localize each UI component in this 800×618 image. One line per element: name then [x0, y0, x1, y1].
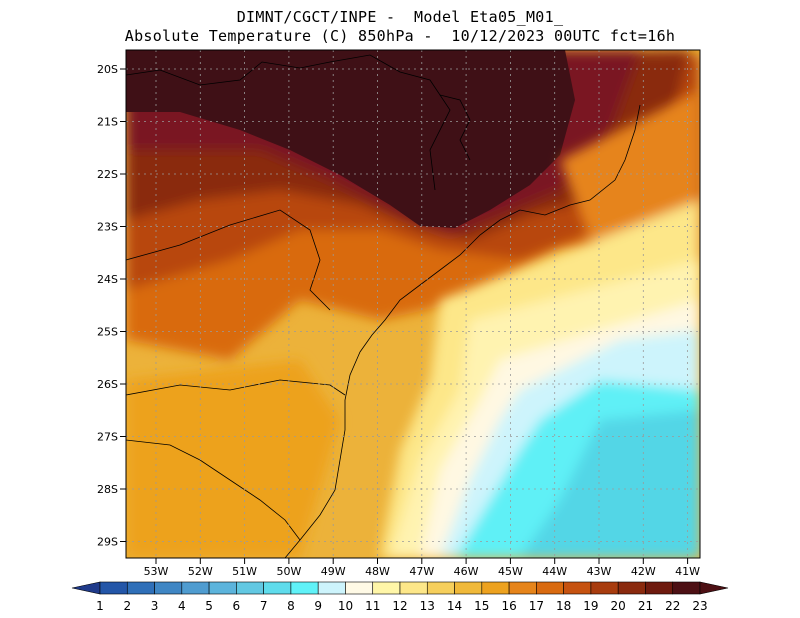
warm-interior-shade — [126, 360, 340, 558]
colorbar-swatch — [590, 581, 619, 595]
coastline — [284, 104, 641, 558]
colorbar-swatch — [617, 581, 646, 595]
colorbar-label: 15 — [474, 599, 489, 613]
inland-lake — [439, 94, 471, 161]
lat-tick-label: 27S — [97, 431, 118, 444]
colorbar-swatch — [263, 581, 292, 595]
lon-tick-label: 41W — [675, 565, 700, 578]
northeast-warm — [560, 90, 700, 240]
colorbar-swatch — [181, 581, 210, 595]
colorbar-label: 12 — [392, 599, 407, 613]
lat-tick-label: 29S — [97, 536, 118, 549]
lon-tick-label: 43W — [587, 565, 612, 578]
grid-lines — [126, 50, 700, 558]
colorbar-label: 19 — [583, 599, 598, 613]
lon-tick-label: 51W — [232, 565, 257, 578]
colorbar-label: 11 — [365, 599, 380, 613]
lat-tick-label: 20S — [97, 63, 118, 76]
border-south — [126, 439, 301, 541]
colorbar-swatch — [645, 581, 674, 595]
hottest-core — [126, 50, 575, 228]
temperature-field — [126, 50, 700, 558]
colorbar-swatch — [317, 581, 346, 595]
colorbar-swatch — [563, 581, 592, 595]
colorbar-swatch — [399, 581, 428, 595]
lon-tick-label: 48W — [365, 565, 390, 578]
colorbar-swatch — [290, 581, 319, 595]
colorbar-label: 10 — [338, 599, 353, 613]
colorbar-swatch — [536, 581, 564, 595]
coastlines-and-borders — [126, 54, 641, 558]
lat-tick-label: 21S — [97, 116, 118, 129]
ocean-dark-cyan — [520, 410, 700, 558]
colorbar-label: 17 — [529, 599, 544, 613]
colorbar-swatch — [236, 581, 264, 595]
colorbar-swatch — [208, 581, 237, 595]
latitude-axis: 20S 21S 22S 23S 24S 25S 26S 27S 28S 29S — [97, 63, 126, 549]
colorbar-right-arrow — [699, 581, 729, 595]
colorbar-label: 6 — [233, 599, 241, 613]
longitude-axis: 53W 52W 51W 50W 49W 48W 47W 46W 45W 44W 43W 42W 41W — [144, 558, 700, 578]
lon-tick-label: 50W — [276, 565, 301, 578]
lat-tick-label: 22S — [97, 168, 118, 181]
border-sc — [126, 379, 346, 396]
lon-tick-label: 46W — [454, 565, 479, 578]
colorbar-label: 4 — [178, 599, 186, 613]
border-north — [126, 54, 451, 191]
colorbar-label: 18 — [556, 599, 571, 613]
colorbar-swatch — [426, 581, 455, 595]
colorbar-label: 23 — [692, 599, 707, 613]
colorbar-label: 22 — [665, 599, 680, 613]
colorbar-swatch — [126, 581, 155, 595]
lon-tick-label: 53W — [144, 565, 169, 578]
colorbar-label: 2 — [123, 599, 131, 613]
colorbar-swatch — [99, 581, 128, 595]
colorbar-swatch — [672, 581, 701, 595]
colorbar-label: 1 — [96, 599, 104, 613]
colorbar-label: 20 — [611, 599, 626, 613]
colorbar-label: 7 — [260, 599, 268, 613]
lon-tick-label: 49W — [321, 565, 346, 578]
map-frame — [125, 49, 701, 559]
colorbar-swatch — [345, 581, 374, 595]
lat-tick-label: 24S — [97, 273, 118, 286]
colorbar-left-arrow — [71, 581, 101, 595]
colorbar-swatch — [454, 581, 483, 595]
colorbar-label: 13 — [420, 599, 435, 613]
border-mid — [126, 209, 331, 311]
colorbar-label: 8 — [287, 599, 295, 613]
colorbar-swatch — [372, 581, 401, 595]
chart-title: DIMNT/CGCT/INPE - Model Eta05_M01_ — [236, 8, 564, 26]
colorbar: 1 2 3 4 5 6 7 8 9 10 11 12 13 14 15 16 17 18 19 20 21 22 23 — [71, 581, 729, 613]
colorbar-label: 21 — [638, 599, 653, 613]
colorbar-label: 9 — [314, 599, 322, 613]
lat-tick-label: 26S — [97, 378, 118, 391]
lon-tick-label: 47W — [409, 565, 434, 578]
chart-subtitle: Absolute Temperature (C) 850hPa - 10/12/… — [124, 27, 676, 45]
lat-tick-label: 28S — [97, 483, 118, 496]
lat-tick-label: 23S — [97, 221, 118, 234]
colorbar-swatch — [508, 581, 537, 595]
colorbar-label: 3 — [151, 599, 159, 613]
colorbar-swatch — [154, 581, 183, 595]
colorbar-label: 14 — [447, 599, 462, 613]
colorbar-label: 5 — [205, 599, 213, 613]
lon-tick-label: 44W — [542, 565, 567, 578]
lon-tick-label: 42W — [631, 565, 656, 578]
colorbar-swatch — [481, 581, 510, 595]
lon-tick-label: 45W — [498, 565, 523, 578]
lon-tick-label: 52W — [188, 565, 213, 578]
colorbar-label: 16 — [501, 599, 516, 613]
lat-tick-label: 25S — [97, 326, 118, 339]
